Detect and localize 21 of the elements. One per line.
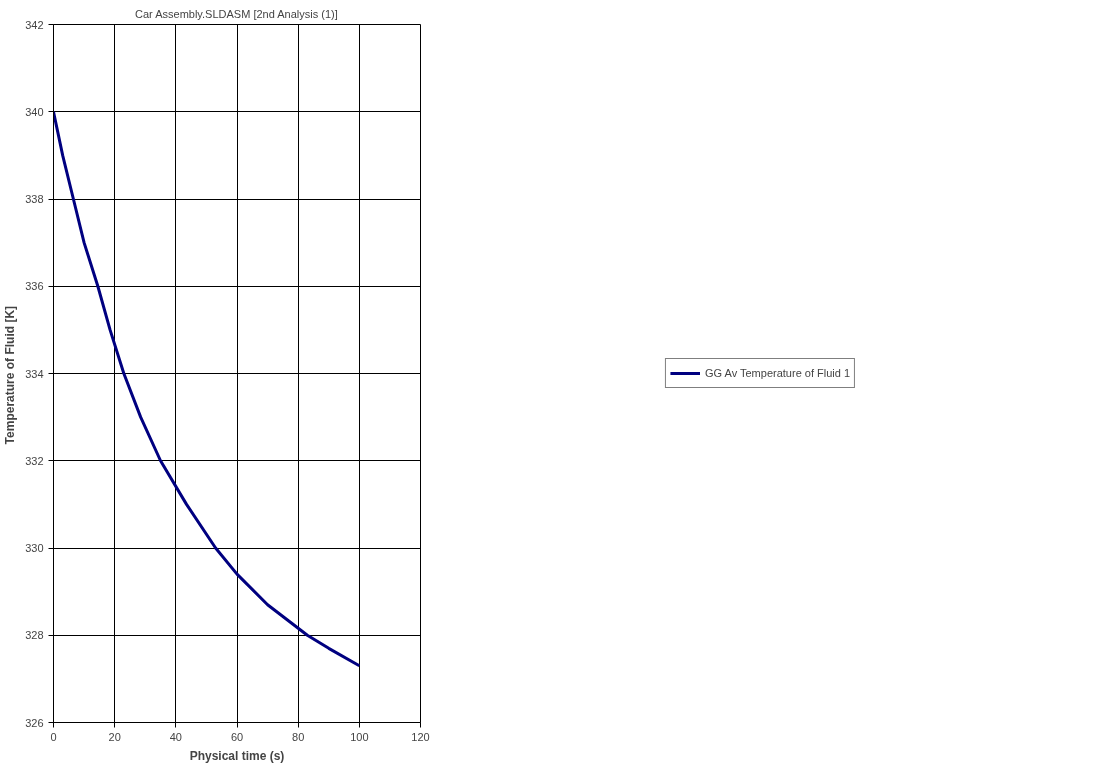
chart-title: Car Assembly.SLDASM [2nd Analysis (1)]: [135, 7, 338, 20]
line-series: [53, 110, 361, 668]
y-tick-label: 340: [25, 105, 44, 118]
y-tick-label: 334: [25, 367, 44, 380]
y-tick-label: 338: [25, 193, 44, 205]
y-tick-label: 342: [25, 18, 44, 31]
y-tick-label: 336: [25, 280, 44, 293]
y-axis-title: Temperature of Fluid [K]: [3, 305, 18, 445]
x-axis-title: Physical time (s): [189, 748, 285, 763]
x-tick-label: 100: [350, 730, 369, 743]
y-tick-label: 332: [25, 454, 44, 467]
y-tick-label: 326: [25, 716, 44, 729]
x-tick-label: 120: [411, 730, 430, 743]
x-tick-label: 0: [50, 730, 57, 743]
x-tick-label: 60: [230, 730, 244, 743]
x-tick-label: 20: [108, 730, 121, 743]
y-tick-label: 328: [25, 629, 44, 642]
x-tick-label: 40: [169, 730, 182, 743]
y-tick-label: 330: [25, 542, 44, 554]
x-tick-label: 80: [292, 730, 305, 743]
legend-label: GG Av Temperature of Fluid 1: [704, 367, 851, 379]
